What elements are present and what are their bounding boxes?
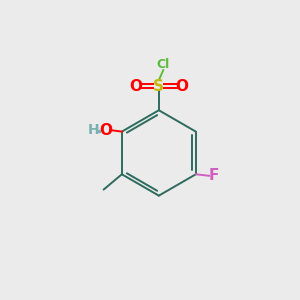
Text: H: H (88, 123, 99, 137)
Text: Cl: Cl (157, 58, 170, 71)
Text: S: S (153, 79, 164, 94)
Text: F: F (209, 168, 219, 183)
Text: O: O (175, 79, 188, 94)
Text: O: O (129, 79, 142, 94)
Text: O: O (99, 123, 112, 138)
